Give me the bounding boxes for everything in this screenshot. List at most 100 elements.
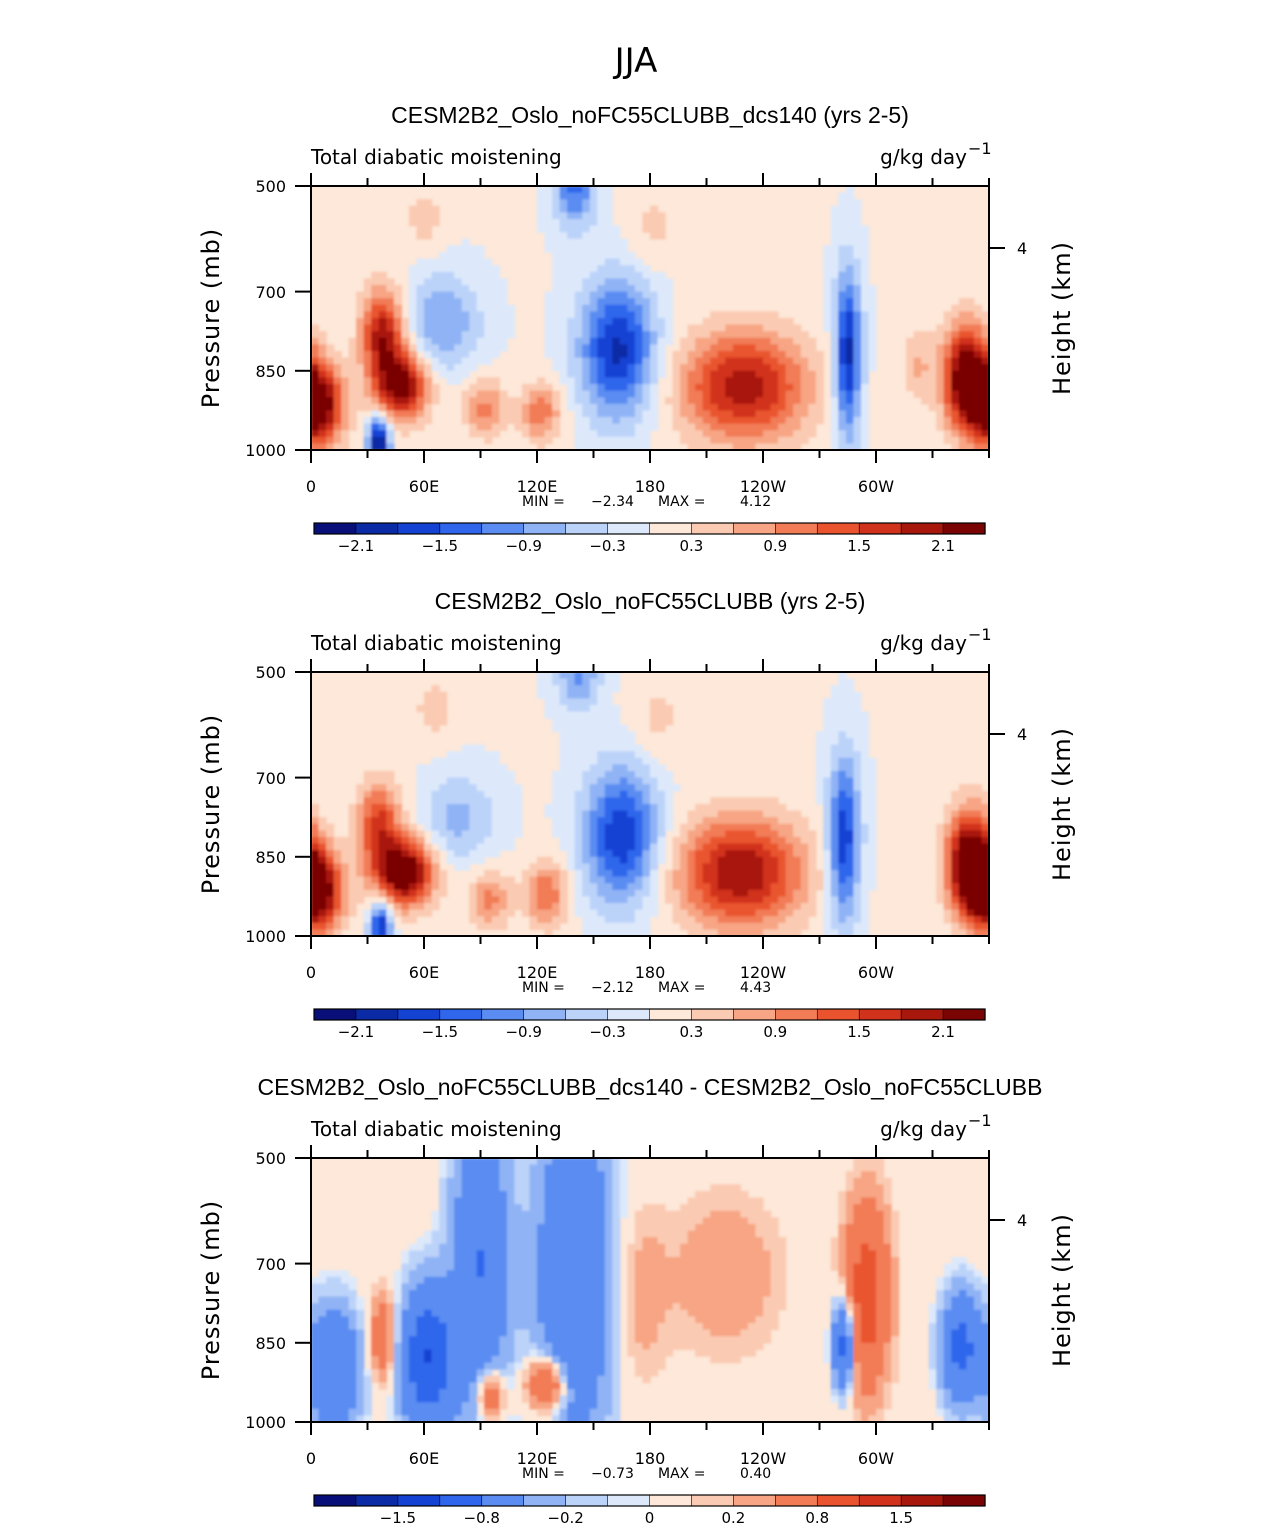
heatmap-cell — [732, 364, 741, 372]
heatmap-cell — [612, 889, 621, 897]
heatmap-cell — [484, 1336, 493, 1344]
heatmap-cell — [725, 311, 734, 319]
heatmap-cell — [378, 797, 387, 805]
heatmap-cell — [333, 1369, 342, 1377]
heatmap-cell — [687, 337, 696, 345]
heatmap-cell — [537, 1296, 546, 1304]
heatmap-cell — [506, 1342, 515, 1350]
heatmap-cell — [619, 291, 628, 299]
heatmap-cell — [717, 817, 726, 825]
heatmap-cell — [499, 1290, 508, 1298]
heatmap-cell — [921, 370, 930, 378]
heatmap-cell — [936, 397, 945, 405]
heatmap-cell — [326, 837, 335, 845]
heatmap-cell — [401, 384, 410, 392]
heatmap-cell — [619, 883, 628, 891]
heatmap-cell — [371, 863, 380, 871]
heatmap-cell — [484, 757, 493, 765]
heatmap-cell — [785, 810, 794, 818]
heatmap-cell — [755, 436, 764, 444]
heatmap-cell — [634, 285, 644, 293]
heatmap-cell — [702, 377, 711, 385]
heatmap-cell — [424, 1395, 433, 1403]
heatmap-cell — [311, 443, 320, 450]
heatmap-cell — [356, 1309, 365, 1317]
heatmap-cell — [348, 1329, 357, 1337]
heatmap-cell — [499, 298, 508, 306]
heatmap-cell — [326, 1369, 335, 1377]
heatmap-cell — [454, 1362, 463, 1370]
heatmap-cell — [634, 410, 644, 418]
heatmap-cell — [732, 797, 741, 805]
heatmap-cell — [446, 285, 455, 293]
heatmap-cell — [951, 843, 960, 851]
heatmap-cell — [838, 711, 847, 719]
heatmap-cell — [521, 1270, 531, 1278]
heatmap-cell — [763, 883, 772, 891]
heatmap-cell — [514, 417, 523, 425]
heatmap-cell — [491, 1276, 500, 1284]
heatmap-cell — [461, 1237, 470, 1245]
heatmap-cell — [431, 1408, 440, 1416]
heatmap-cell — [838, 751, 847, 759]
heatmap-cell — [981, 331, 989, 339]
heatmap-cell — [763, 850, 772, 858]
heatmap-cell — [371, 830, 380, 838]
heatmap-cell — [958, 810, 967, 818]
heatmap-cell — [665, 311, 674, 319]
heatmap-cell — [958, 889, 967, 897]
heatmap-cell — [424, 1270, 433, 1278]
heatmap-cell — [439, 1177, 448, 1185]
heatmap-cell — [326, 1336, 335, 1344]
units-exponent: −1 — [968, 1111, 992, 1130]
heatmap-cell — [597, 810, 606, 818]
heatmap-cell — [604, 331, 613, 339]
heatmap-cell — [740, 909, 749, 917]
heatmap-cell — [612, 364, 621, 372]
heatmap-cell — [356, 817, 365, 825]
colorbar-label: −0.3 — [589, 537, 625, 555]
heatmap-cell — [484, 1276, 493, 1284]
heatmap-cell — [604, 397, 613, 405]
heatmap-cell — [439, 889, 448, 897]
heatmap-cell — [958, 436, 967, 444]
heatmap-cell — [401, 916, 410, 924]
heatmap-cell — [318, 370, 327, 378]
heatmap-cell — [642, 876, 651, 884]
heatmap-cell — [454, 1323, 463, 1331]
heatmap-cell — [537, 876, 546, 884]
heatmap-cell — [966, 331, 975, 339]
heatmap-cell — [476, 318, 485, 326]
heatmap-cell — [732, 417, 741, 425]
heatmap-cell — [657, 705, 666, 713]
heatmap-cell — [845, 252, 854, 260]
heatmap-cell — [484, 337, 493, 345]
heatmap-cell — [650, 351, 659, 359]
heatmap-cell — [604, 430, 613, 438]
heatmap-cell — [393, 1276, 402, 1284]
heatmap-cell — [823, 922, 832, 930]
heatmap-cell — [951, 364, 960, 372]
heatmap-cell — [740, 324, 749, 332]
heatmap-cell — [439, 1296, 448, 1304]
heatmap-cell — [499, 410, 508, 418]
heatmap-cell — [958, 311, 967, 319]
heatmap-cell — [446, 1309, 455, 1317]
heatmap-cell — [830, 731, 839, 739]
heatmap-cell — [582, 291, 591, 299]
heatmap-cell — [408, 265, 418, 273]
heatmap-cell — [491, 1184, 500, 1192]
heatmap-cell — [521, 1257, 531, 1265]
heatmap-cell — [936, 370, 945, 378]
heatmap-cell — [476, 311, 485, 319]
heatmap-cell — [589, 718, 598, 726]
heatmap-cell — [808, 390, 817, 398]
heatmap-cell — [808, 377, 817, 385]
heatmap-cell — [333, 1356, 342, 1364]
heatmap-cell — [687, 423, 696, 431]
heatmap-cell — [544, 863, 553, 871]
heatmap-cell — [778, 423, 787, 431]
heatmap-cell — [657, 232, 666, 240]
heatmap-cell — [386, 1309, 395, 1317]
heatmap-cell — [333, 1336, 342, 1344]
